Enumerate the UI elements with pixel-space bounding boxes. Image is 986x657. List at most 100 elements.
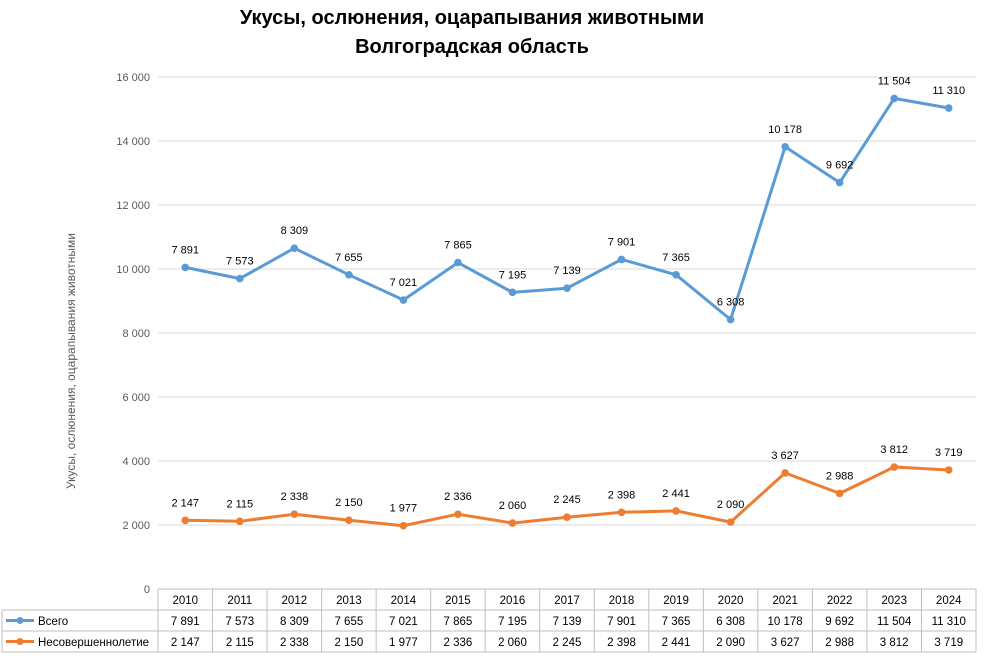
data-point [944, 104, 953, 112]
data-point [672, 507, 680, 515]
table-cell: 7 901 [607, 616, 636, 628]
y-tick-label: 2 000 [122, 520, 150, 532]
data-label: 3 812 [880, 444, 908, 456]
x-tick-label: 2022 [827, 595, 853, 607]
y-tick-label: 16 000 [116, 72, 150, 84]
series-markers [181, 94, 953, 530]
table-cell: 2 060 [498, 637, 527, 649]
data-point [617, 255, 626, 264]
x-tick-label: 2014 [391, 595, 417, 607]
table-cell: 7 865 [444, 616, 473, 628]
table-cell: 1 977 [389, 637, 418, 649]
table-cell: 11 504 [877, 616, 912, 628]
y-tick-label: 8 000 [122, 328, 150, 340]
table-cell: 7 139 [553, 616, 582, 628]
y-tick-label: 0 [144, 584, 150, 596]
data-table: 2010 2011 2012 2013 2014 2015 2016 2017 2018 2019… [1, 588, 977, 653]
data-label: 2 441 [662, 488, 690, 500]
data-label: 9 692 [826, 160, 854, 172]
data-label: 7 865 [444, 240, 472, 252]
data-label: 7 021 [390, 277, 418, 289]
data-point [781, 469, 789, 477]
chart-title-line-2: Волгоградская область [355, 36, 589, 58]
x-tick-label: 2012 [282, 595, 308, 607]
data-point [508, 519, 517, 527]
table-cell: 10 178 [768, 616, 803, 628]
table-cell: 3 812 [880, 637, 909, 649]
data-point [726, 518, 735, 526]
table-cell: 2 338 [280, 637, 309, 649]
data-point [454, 258, 462, 267]
y-tick-labels: 0 2 000 4 000 6 000 8 000 10 000 12 000 14 000 1… [116, 72, 150, 596]
x-tick-label: 2020 [718, 595, 744, 607]
data-label: 1 977 [390, 503, 418, 515]
y-tick-label: 12 000 [116, 200, 150, 212]
legend-entry: Всего [38, 616, 68, 628]
data-label: 2 060 [499, 500, 527, 512]
y-axis-label: Укусы, ослюнения, оцарапывания животными [64, 233, 78, 489]
data-point [835, 178, 844, 187]
table-cell: 2 150 [334, 637, 363, 649]
data-label: 2 988 [826, 470, 854, 482]
data-labels: 7 891 7 573 8 309 7 655 7 021 7 865 7 195 7 139… [172, 75, 966, 514]
data-label: 3 627 [771, 450, 799, 462]
table-cell: 2 988 [825, 637, 854, 649]
data-label: 2 245 [553, 494, 581, 506]
gridlines [158, 76, 976, 526]
table-cell: 9 692 [825, 616, 854, 628]
table-cell: 7 195 [498, 616, 527, 628]
x-tick-label: 2015 [445, 595, 471, 607]
data-point [345, 270, 353, 279]
data-point [290, 244, 299, 252]
table-cell: 2 090 [716, 637, 745, 649]
x-tick-label: 2021 [772, 595, 798, 607]
table-cell: 6 308 [716, 616, 745, 628]
data-label: 2 147 [172, 497, 200, 509]
data-point [345, 516, 353, 524]
data-point [563, 284, 571, 293]
table-cell: 2 441 [662, 637, 691, 649]
data-point [672, 270, 680, 279]
data-point [835, 489, 844, 498]
table-cell: 3 719 [934, 637, 963, 649]
data-label: 3 719 [935, 447, 963, 459]
data-point [454, 510, 462, 519]
data-point [236, 517, 244, 526]
data-label: 2 090 [717, 499, 745, 511]
y-tick-label: 6 000 [122, 392, 150, 404]
data-label: 7 891 [172, 244, 200, 256]
data-label: 10 178 [768, 124, 802, 136]
y-tick-label: 14 000 [116, 136, 150, 148]
y-tick-label: 4 000 [122, 456, 150, 468]
data-point [399, 521, 408, 530]
table-cell: 2 336 [444, 637, 473, 649]
data-label: 7 655 [335, 252, 363, 264]
data-point [563, 513, 571, 521]
table-cell: 7 021 [389, 616, 418, 628]
data-label: 11 504 [878, 75, 911, 87]
data-label: 7 901 [608, 236, 636, 248]
data-label: 8 309 [281, 225, 309, 237]
data-label: 2 115 [226, 498, 253, 510]
data-point [181, 516, 190, 525]
x-tick-label: 2018 [609, 595, 635, 607]
table-cell: 2 147 [171, 637, 200, 649]
table-cell: 2 245 [553, 637, 582, 649]
data-point [236, 274, 244, 283]
data-label: 6 308 [717, 297, 745, 309]
data-label: 2 336 [444, 491, 472, 503]
table-cell: 11 310 [932, 616, 966, 628]
x-tick-label: 2024 [936, 595, 962, 607]
x-tick-label: 2010 [172, 595, 198, 607]
data-point [726, 315, 735, 324]
data-label: 7 573 [226, 256, 254, 268]
x-tick-label: 2011 [227, 595, 252, 607]
data-point [944, 466, 953, 474]
data-label: 2 150 [335, 497, 363, 509]
data-point [290, 510, 299, 518]
x-tick-label: 2019 [663, 595, 689, 607]
table-cell: 2 398 [607, 637, 636, 649]
x-tick-label: 2016 [500, 595, 526, 607]
data-label: 2 398 [608, 489, 636, 501]
